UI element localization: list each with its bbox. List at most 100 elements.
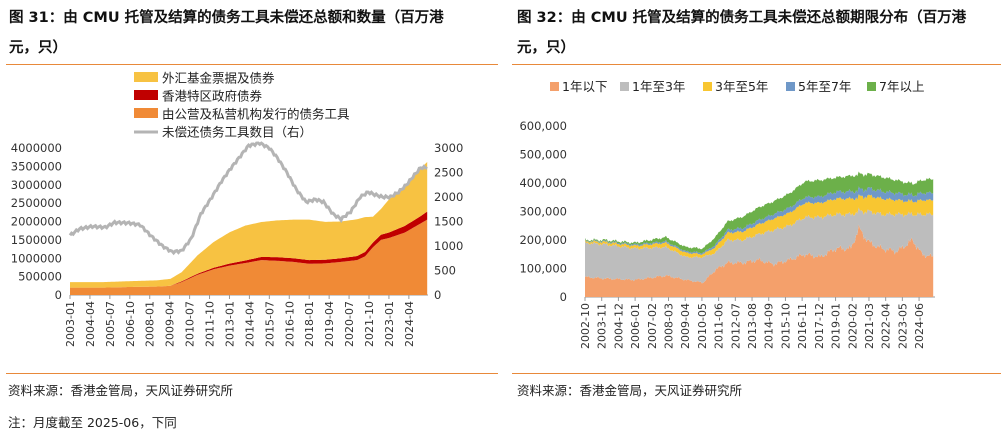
left-y-tick-label: 2500000 — [11, 196, 62, 210]
right-y-tick-label: 100,000 — [519, 262, 567, 276]
left-x-tick-label: 2021-10 — [363, 301, 376, 347]
right-legend-label: 1年以下 — [562, 79, 607, 94]
right-x-tick-label: 2021-03 — [863, 303, 876, 349]
right-source: 资料来源：香港金管局，天风证券研究所 — [517, 383, 743, 398]
left-chart-title: 图 31：由 CMU 托管及结算的债务工具未偿还总额和数量（百万港 元，只） — [9, 3, 444, 63]
right-title-rule — [512, 64, 1001, 65]
right-area-series-3 — [585, 194, 934, 259]
right-x-tick-label: 2012-07 — [729, 303, 742, 349]
left-x-tick-label: 2005-07 — [104, 301, 117, 347]
right-legend-swatch — [703, 82, 712, 91]
left-area-series-3 — [70, 161, 428, 288]
right-x-tick-label: 2023-05 — [896, 303, 909, 349]
left-legend-label: 香港特区政府债券 — [162, 89, 263, 104]
right-legend: 1年以下 1年至3年 3年至5年 5年至7年 7年以上 — [550, 79, 924, 94]
right-y-tick-label: 500 — [434, 264, 456, 278]
right-legend-swatch — [550, 82, 559, 91]
left-y-tick-label: 500000 — [18, 270, 62, 284]
right-x-tick-label: 2015-10 — [779, 303, 792, 349]
left-x-tick-label: 2014-04 — [243, 301, 256, 347]
right-legend-swatch — [786, 82, 795, 91]
left-y-tick-label: 1000000 — [11, 251, 62, 265]
right-y-tick-label: 300,000 — [519, 205, 567, 219]
left-x-tick-label: 2004-04 — [84, 301, 97, 347]
right-chart: 1年以下 1年至3年 3年至5年 5年至7年 7年以上 0 100,000 200,000 3… — [519, 79, 935, 349]
right-x-tick-label: 2010-05 — [696, 303, 709, 349]
left-x-tick-label: 2003-01 — [64, 301, 77, 347]
left-x-tick-label: 2020-07 — [343, 301, 356, 347]
right-y-tick-label: 400,000 — [519, 176, 567, 190]
left-title-rule — [6, 64, 498, 65]
left-y-tick-label: 4000000 — [11, 141, 62, 155]
right-legend-label: 1年至3年 — [632, 79, 685, 94]
left-y-tick-label: 0 — [55, 288, 62, 302]
right-title-line2: 元，只） — [517, 40, 575, 56]
left-x-tick-label: 2009-04 — [164, 301, 177, 347]
right-area-series-4 — [585, 186, 934, 255]
right-x-tick-label: 2011-06 — [713, 303, 726, 349]
right-x-tick-label: 2022-04 — [880, 303, 893, 349]
right-x-tick-label: 2020-02 — [846, 303, 859, 349]
left-x-tick-label: 2016-10 — [283, 301, 296, 347]
right-y-tick-label: 0 — [434, 288, 441, 302]
right-x-tick-label: 2024-06 — [913, 303, 926, 349]
right-chart-title: 图 32：由 CMU 托管及结算的债务工具未偿还总额期限分布（百万港 元，只） — [517, 3, 966, 63]
left-axes — [69, 294, 428, 299]
left-x-tick-label: 2019-04 — [323, 301, 336, 347]
right-y-tick-label: 3000 — [434, 141, 463, 155]
right-x-tick-label: 2002-10 — [579, 303, 592, 349]
left-x-tick-label: 2010-07 — [184, 301, 197, 347]
left-x-tick-label: 2023-01 — [383, 301, 396, 347]
left-title-line2: 元，只） — [9, 40, 67, 56]
right-title-line1: 图 32：由 CMU 托管及结算的债务工具未偿还总额期限分布（百万港 — [517, 10, 967, 26]
left-legend-label: 外汇基金票据及债券 — [162, 71, 275, 86]
left-source: 资料来源：香港金管局，天风证券研究所 — [8, 383, 234, 398]
left-x-tick-label: 2006-10 — [124, 301, 137, 347]
left-y-tick-label: 2000000 — [11, 215, 62, 229]
left-legend-label: 由公营及私营机构发行的债务工具 — [162, 107, 350, 122]
right-y-tick-label: 1000 — [434, 239, 463, 253]
right-x-tick-label: 2016-11 — [796, 303, 809, 349]
left-y-tick-label: 3000000 — [11, 178, 62, 192]
right-x-tick-label: 2006-01 — [629, 303, 642, 349]
left-x-tick-label: 2013-01 — [223, 301, 236, 347]
left-source-rule — [6, 373, 498, 374]
right-legend-swatch — [867, 82, 876, 91]
right-area-series-2 — [585, 207, 934, 284]
left-area-series — [70, 161, 428, 295]
left-y-tick-label: 3500000 — [11, 159, 62, 173]
left-y-tick-label: 1500000 — [11, 233, 62, 247]
left-title-line1: 图 31：由 CMU 托管及结算的债务工具未偿还总额和数量（百万港 — [9, 10, 444, 26]
right-x-tick-label: 2019-01 — [830, 303, 843, 349]
left-count-line — [68, 141, 428, 256]
right-x-tick-label: 2004-12 — [612, 303, 625, 349]
left-legend: 外汇基金票据及债券香港特区政府债券由公营及私营机构发行的债务工具未偿还债务工具数… — [134, 71, 350, 140]
left-legend-swatch — [134, 90, 158, 100]
right-axes — [584, 296, 935, 301]
right-tick-labels: 0 100,000 200,000 300,000 400,000 500,000 600,… — [519, 119, 926, 349]
right-y-tick-label: 0 — [560, 290, 567, 304]
right-x-tick-label: 2008-03 — [663, 303, 676, 349]
left-chart: 外汇基金票据及债券香港特区政府债券由公营及私营机构发行的债务工具未偿还债务工具数… — [11, 71, 464, 347]
right-legend-label: 5年至7年 — [798, 79, 851, 94]
right-area-series — [585, 171, 934, 297]
left-legend-swatch — [134, 72, 158, 82]
right-area-series-5 — [585, 171, 934, 254]
left-tick-labels: 0500000100000015000002000000250000030000… — [11, 141, 464, 347]
left-x-tick-label: 2024-04 — [403, 301, 416, 347]
right-x-tick-label: 2003-11 — [596, 303, 609, 349]
right-y-tick-label: 1500 — [434, 215, 463, 229]
right-source-rule — [512, 373, 1001, 374]
left-line-series — [68, 141, 428, 256]
right-y-tick-label: 500,000 — [519, 148, 567, 162]
left-x-tick-label: 2015-07 — [263, 301, 276, 347]
left-legend-swatch — [134, 108, 158, 118]
right-x-tick-label: 2007-02 — [646, 303, 659, 349]
left-x-tick-label: 2018-01 — [303, 301, 316, 347]
right-y-tick-label: 200,000 — [519, 233, 567, 247]
left-area-series-1 — [70, 219, 428, 295]
right-y-tick-label: 2500 — [434, 166, 463, 180]
left-x-tick-label: 2011-10 — [204, 301, 217, 347]
right-y-tick-label: 600,000 — [519, 119, 567, 133]
left-note: 注：月度截至 2025-06，下同 — [8, 415, 177, 430]
